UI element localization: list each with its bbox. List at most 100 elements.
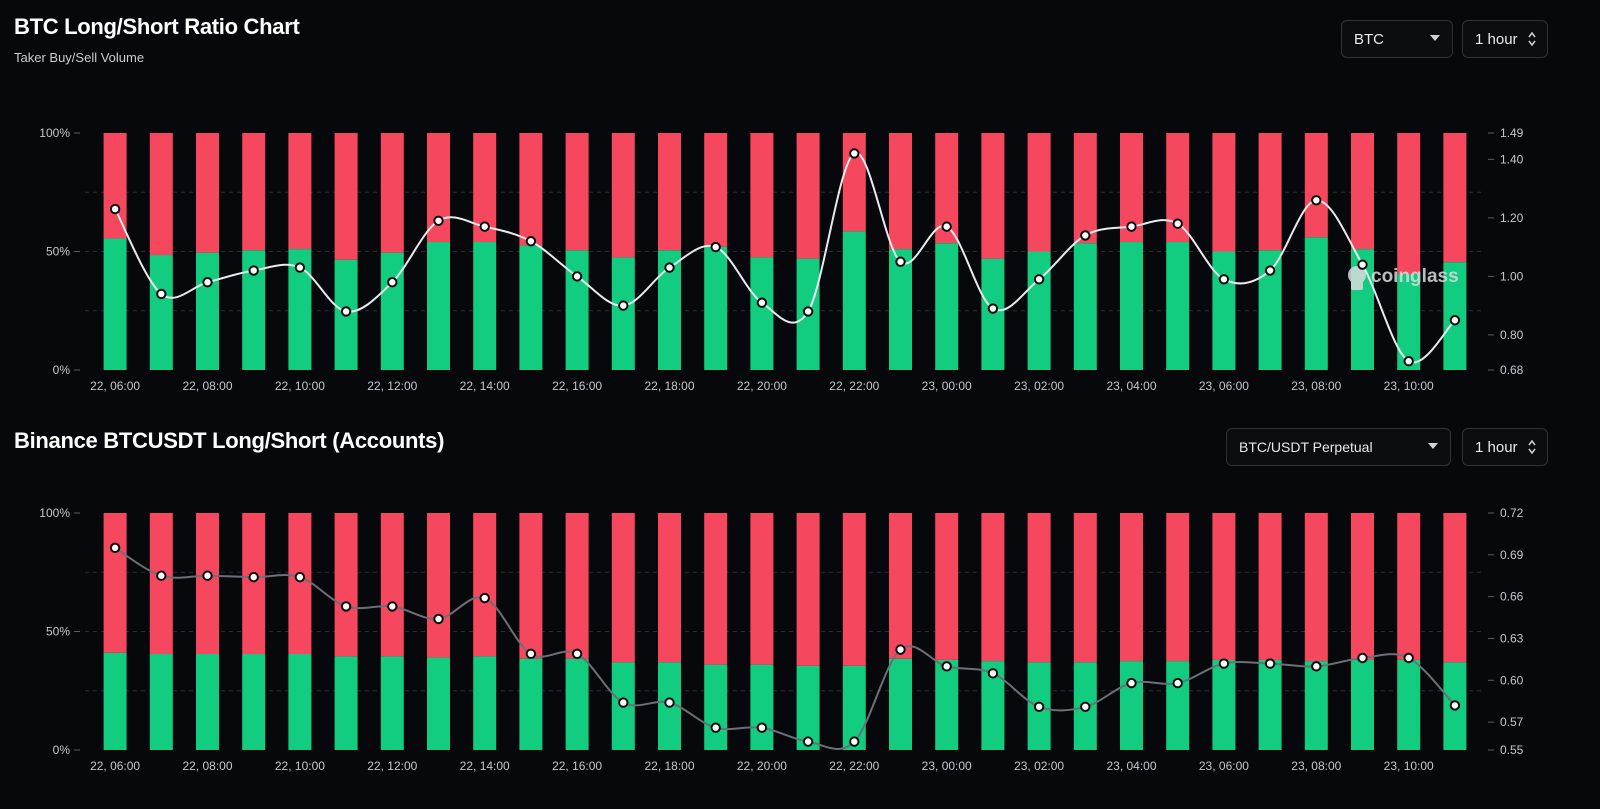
short-bar (288, 513, 312, 655)
ratio-point (479, 221, 490, 232)
x-axis-tick: 22, 22:00 (829, 759, 879, 773)
long-bar (149, 654, 173, 750)
y-axis-left-tick: 0% (53, 363, 71, 377)
short-bar (1073, 513, 1097, 663)
ratio-point (156, 288, 167, 300)
ratio-point (340, 601, 352, 612)
short-bar (704, 133, 728, 247)
y-axis-right-tick: 0.69 (1500, 548, 1524, 562)
y-axis-left-tick: 100% (39, 126, 70, 140)
watermark-text: coinglass (1371, 266, 1459, 287)
interval-select-value: 1 hour (1475, 438, 1518, 456)
x-axis-tick: 22, 12:00 (367, 379, 417, 393)
interval-select[interactable]: 1 hour (1462, 428, 1548, 466)
x-axis-tick: 23, 02:00 (1014, 759, 1064, 773)
short-bar (1073, 133, 1097, 244)
ratio-point (479, 592, 490, 604)
long-bar (611, 257, 635, 370)
ratio-point (987, 303, 999, 314)
ratio-point (756, 722, 768, 733)
ratio-point (1033, 274, 1045, 285)
short-bar (427, 513, 450, 658)
short-bar (1027, 133, 1051, 252)
long-bar (981, 258, 1005, 370)
logo-shape (1351, 278, 1363, 290)
x-axis-tick: 23, 10:00 (1384, 759, 1434, 773)
y-axis-right-tick: 1.00 (1500, 269, 1524, 283)
short-bar (519, 513, 543, 659)
short-bar (796, 133, 820, 259)
y-axis-right-tick: 1.20 (1500, 211, 1524, 225)
ratio-point (849, 736, 860, 747)
coin-select[interactable]: BTC (1341, 20, 1453, 58)
interval-select[interactable]: 1 hour (1462, 20, 1548, 58)
long-bar (565, 250, 589, 370)
chevron-down-icon (1428, 443, 1438, 449)
x-axis-tick: 22, 14:00 (460, 759, 510, 773)
short-bar (750, 133, 774, 258)
short-bar (1397, 133, 1421, 275)
short-bar (935, 133, 959, 244)
short-bar (196, 133, 219, 253)
long-bar (565, 658, 589, 750)
long-bar (473, 242, 497, 370)
short-bar (427, 133, 450, 243)
x-axis-tick: 22, 18:00 (644, 759, 694, 773)
x-axis-tick: 22, 16:00 (552, 759, 602, 773)
ratio-point (895, 644, 906, 655)
short-bar (473, 133, 497, 243)
short-bar (750, 513, 774, 665)
long-bar (103, 652, 127, 750)
y-axis-right-tick: 1.40 (1500, 152, 1524, 166)
ratio-point (1403, 652, 1414, 664)
ratio-point (802, 736, 814, 747)
long-bar (288, 654, 312, 750)
x-axis-tick: 23, 06:00 (1199, 379, 1249, 393)
x-axis-tick: 22, 20:00 (737, 379, 787, 393)
long-bar (427, 657, 450, 750)
y-axis-right-tick: 0.68 (1500, 363, 1524, 377)
long-bar (935, 243, 959, 370)
x-axis-tick: 22, 22:00 (829, 379, 879, 393)
long-bar (242, 250, 266, 370)
y-axis-left-tick: 50% (46, 625, 70, 639)
x-axis-tick: 23, 08:00 (1291, 379, 1341, 393)
short-bar (1258, 513, 1282, 660)
long-bar (1397, 274, 1421, 370)
taker-volume-panel: BTC Long/Short Ratio Chart Taker Buy/Sel… (14, 14, 1548, 393)
long-bar (1212, 251, 1236, 370)
short-bar (1397, 513, 1421, 660)
pair-select[interactable]: BTC/USDT Perpetual (1226, 428, 1451, 466)
short-bar (334, 513, 358, 657)
short-bar (473, 513, 497, 657)
short-bar (196, 513, 219, 655)
y-axis-right-tick: 0.57 (1500, 715, 1524, 729)
x-axis-tick: 23, 08:00 (1291, 759, 1341, 773)
short-bar (889, 513, 912, 659)
ratio-point (248, 571, 259, 583)
x-axis-tick: 22, 06:00 (90, 759, 140, 773)
ratio-point (387, 601, 398, 612)
pair-select-value: BTC/USDT Perpetual (1239, 439, 1373, 455)
short-bar (1304, 133, 1328, 238)
ratio-point (433, 215, 444, 226)
ratio-point (756, 297, 768, 308)
ratio-point (1080, 701, 1091, 712)
ratio-point (1449, 700, 1461, 711)
ratio-point (109, 203, 121, 215)
long-bar (473, 656, 497, 750)
x-axis-tick: 22, 20:00 (737, 759, 787, 773)
updown-icon (1528, 439, 1536, 455)
x-axis-tick: 23, 04:00 (1106, 759, 1156, 773)
y-axis-left-tick: 50% (46, 245, 70, 259)
long-bar (380, 656, 404, 750)
accounts-chart: 100% 50% 0% 0.55 0.57 0.60 0.63 0.66 0.69 0.72 22,… (39, 506, 1524, 773)
short-bar (981, 133, 1005, 259)
ratio-point (1033, 701, 1045, 712)
ratio-point (202, 570, 213, 581)
short-bar (1443, 513, 1467, 663)
x-axis-tick: 22, 18:00 (644, 379, 694, 393)
long-bar (1258, 250, 1282, 370)
short-bar (380, 133, 404, 253)
long-bar (842, 231, 866, 370)
